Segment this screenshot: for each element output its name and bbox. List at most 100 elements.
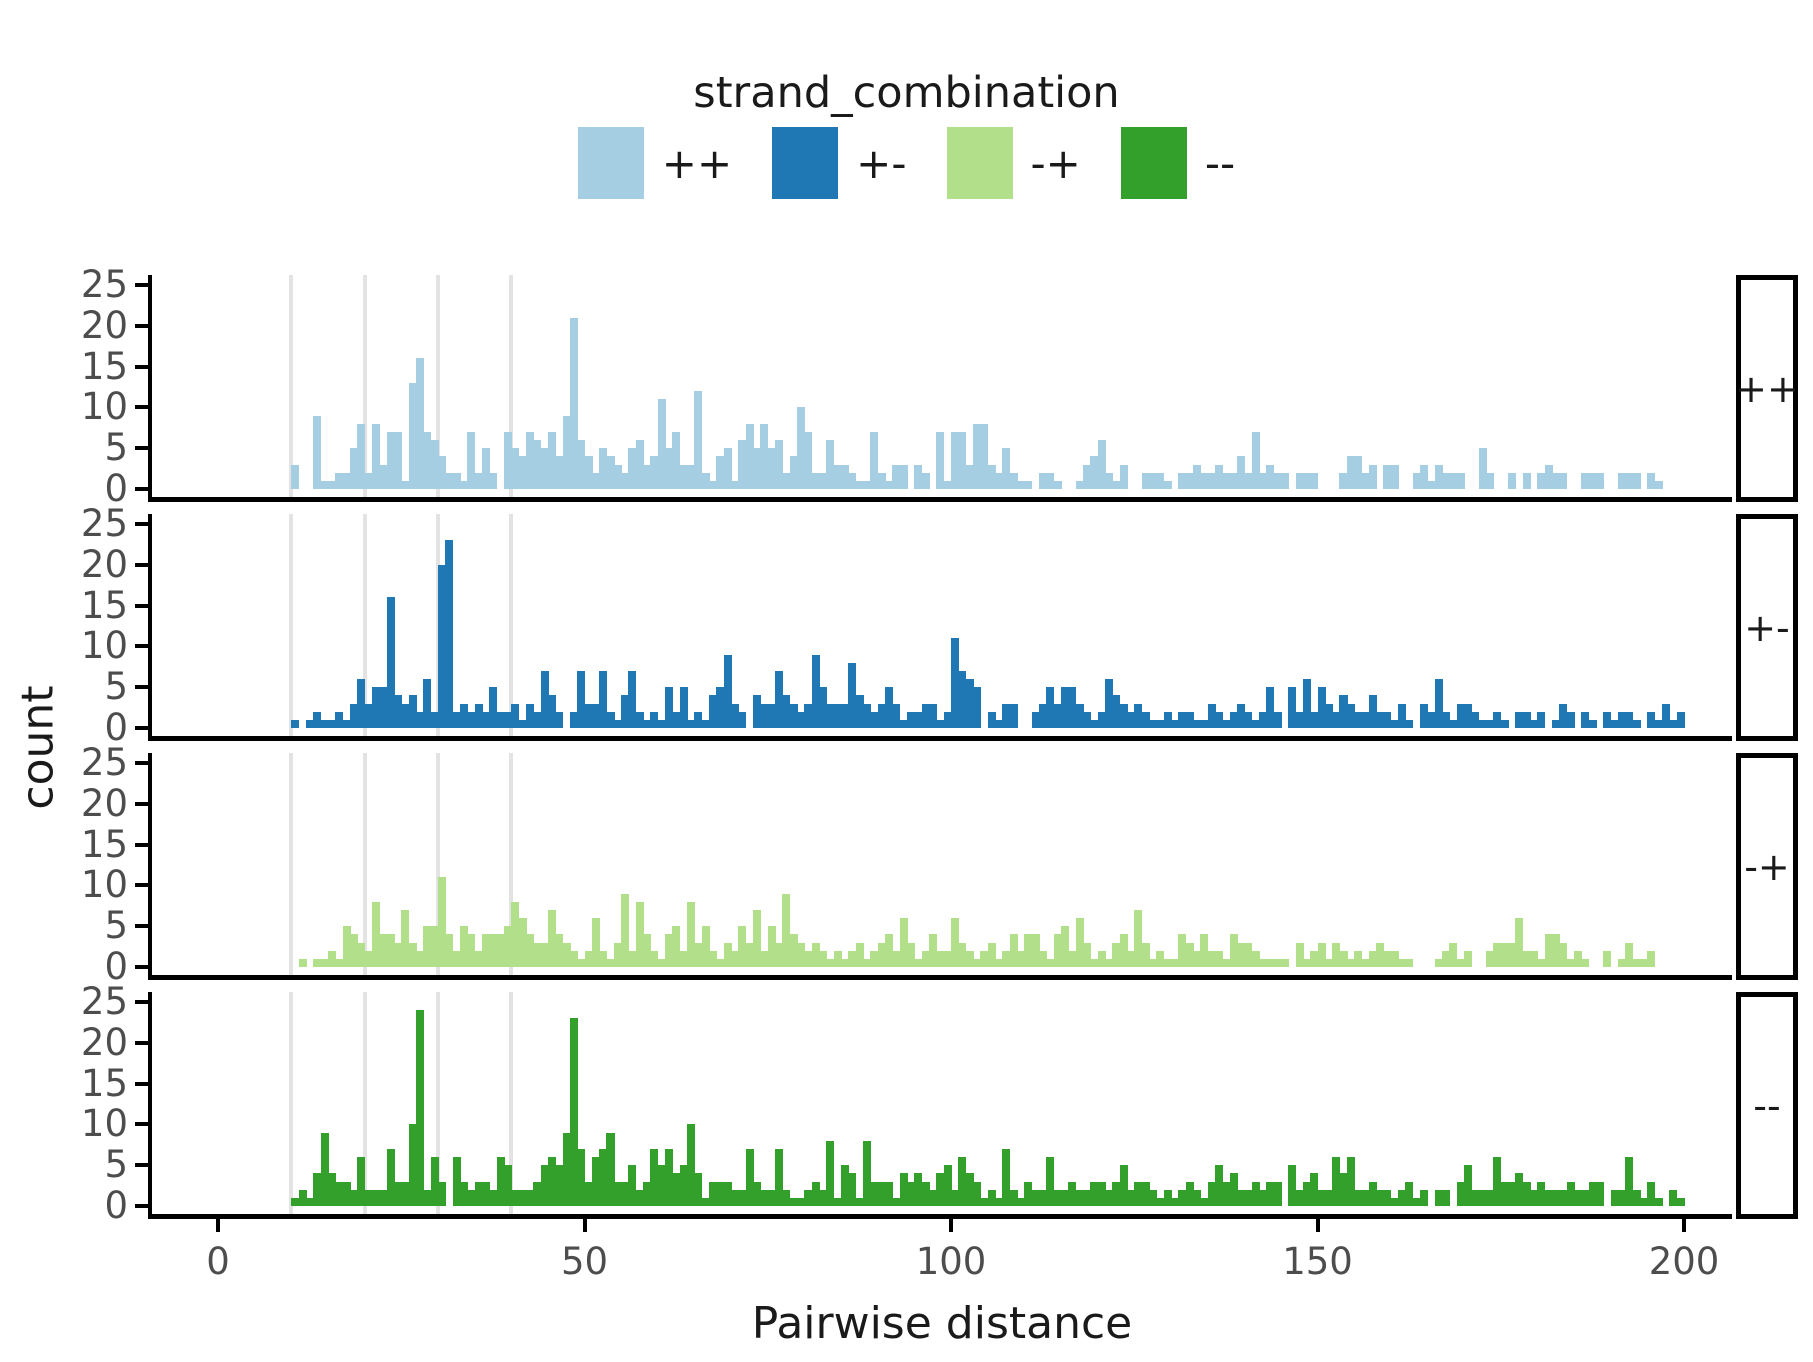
histogram-bar [1244,1189,1253,1206]
histogram-bar [951,431,960,489]
histogram-bar [1434,464,1443,489]
histogram-bar [665,934,674,967]
histogram-bar [569,711,578,728]
histogram-bar [349,1189,358,1206]
histogram-bar [1471,711,1480,728]
histogram-bar [525,431,534,489]
histogram-bar [1647,1181,1656,1206]
histogram-bar [1229,934,1238,967]
histogram-bar [1640,958,1649,967]
histogram-bar [701,1197,710,1206]
histogram-bar [1236,703,1245,728]
histogram-bar [972,1181,981,1206]
histogram-bar [1024,934,1033,967]
histogram-bar [782,1189,791,1206]
histogram-bar [474,950,483,967]
histogram-bar [415,711,424,728]
histogram-bar [525,1189,534,1206]
histogram-bar [1471,1189,1480,1206]
histogram-bar [929,1189,938,1206]
histogram-bar [914,958,923,967]
histogram-bar [782,472,791,489]
histogram-bar [349,703,358,728]
histogram-bar [1317,687,1326,728]
histogram-bar [613,719,622,728]
histogram-bar [423,431,432,489]
histogram-bar [569,317,578,489]
y-tick [135,726,148,730]
histogram-bar [401,703,410,728]
histogram-bar [320,1132,329,1206]
histogram-bar [1324,1189,1333,1206]
histogram-bar [657,958,666,967]
y-tick-label: 25 [80,741,128,784]
y-tick-label: 5 [104,665,128,709]
histogram-bar [921,950,930,967]
histogram-bar [863,1140,872,1206]
histogram-bar [1662,703,1671,728]
histogram-bar [1214,1165,1223,1206]
histogram-bar [518,719,527,728]
histogram-bar [1273,711,1282,728]
legend-label: -+ [1030,138,1081,188]
y-tick-label: 15 [80,822,128,866]
histogram-bar [870,711,879,728]
reference-line-x20 [362,992,367,1214]
histogram-bar [452,950,461,967]
histogram-bar [723,942,732,967]
histogram-bar [357,942,366,967]
histogram-bar [1500,942,1509,967]
histogram-bar [855,480,864,489]
histogram-bar [1552,719,1561,728]
histogram-bar [1676,711,1685,728]
histogram-bar [811,942,820,967]
histogram-bar [921,1181,930,1206]
histogram-bar [599,950,608,967]
facet-panel-++: 0 5 10 15 20 25 [81,266,1732,507]
histogram-bar [1361,472,1370,489]
histogram-bar [408,1124,417,1206]
histogram-bar [1581,1189,1590,1206]
histogram-bar [1434,958,1443,967]
y-tick [135,446,148,451]
histogram-bar [1141,1181,1150,1206]
histogram-bar [1442,950,1451,967]
histogram-bar [789,1197,798,1206]
y-tick-label: 10 [80,1102,128,1146]
histogram-bar [709,695,718,728]
histogram-bar [540,448,549,489]
histogram-bar [687,464,696,489]
histogram-bar [965,1173,974,1206]
histogram-bar [789,456,798,489]
histogram-bar [819,1189,828,1206]
histogram-bar [767,1189,776,1206]
reference-line-x10 [289,514,294,736]
histogram-bar [1038,472,1047,489]
histogram-bar [1207,1181,1216,1206]
histogram-bar [1119,464,1128,489]
histogram-bar [1581,472,1590,489]
histogram-bar [489,934,498,967]
histogram-bar [1134,1181,1143,1206]
histogram-bar [1288,1165,1297,1206]
histogram-bar [701,926,710,967]
histogram-bar [775,942,784,967]
histogram-bar [1119,1165,1128,1206]
histogram-bar [1464,950,1473,967]
legend-item: -+ [946,127,1081,200]
histogram-bar [628,950,637,967]
histogram-bar [1368,950,1377,967]
histogram-bar [1046,958,1055,967]
histogram-bar [379,934,388,967]
y-tick-label: 5 [104,1143,128,1187]
histogram-bar [885,934,894,967]
histogram-bar [335,958,344,967]
y-tick [135,801,148,806]
histogram-bar [511,901,520,967]
histogram-bar [1486,719,1495,728]
histogram-bar [1500,719,1509,728]
y-tick [135,761,148,765]
histogram-bar [1266,687,1275,728]
histogram-bar [1273,1181,1282,1206]
